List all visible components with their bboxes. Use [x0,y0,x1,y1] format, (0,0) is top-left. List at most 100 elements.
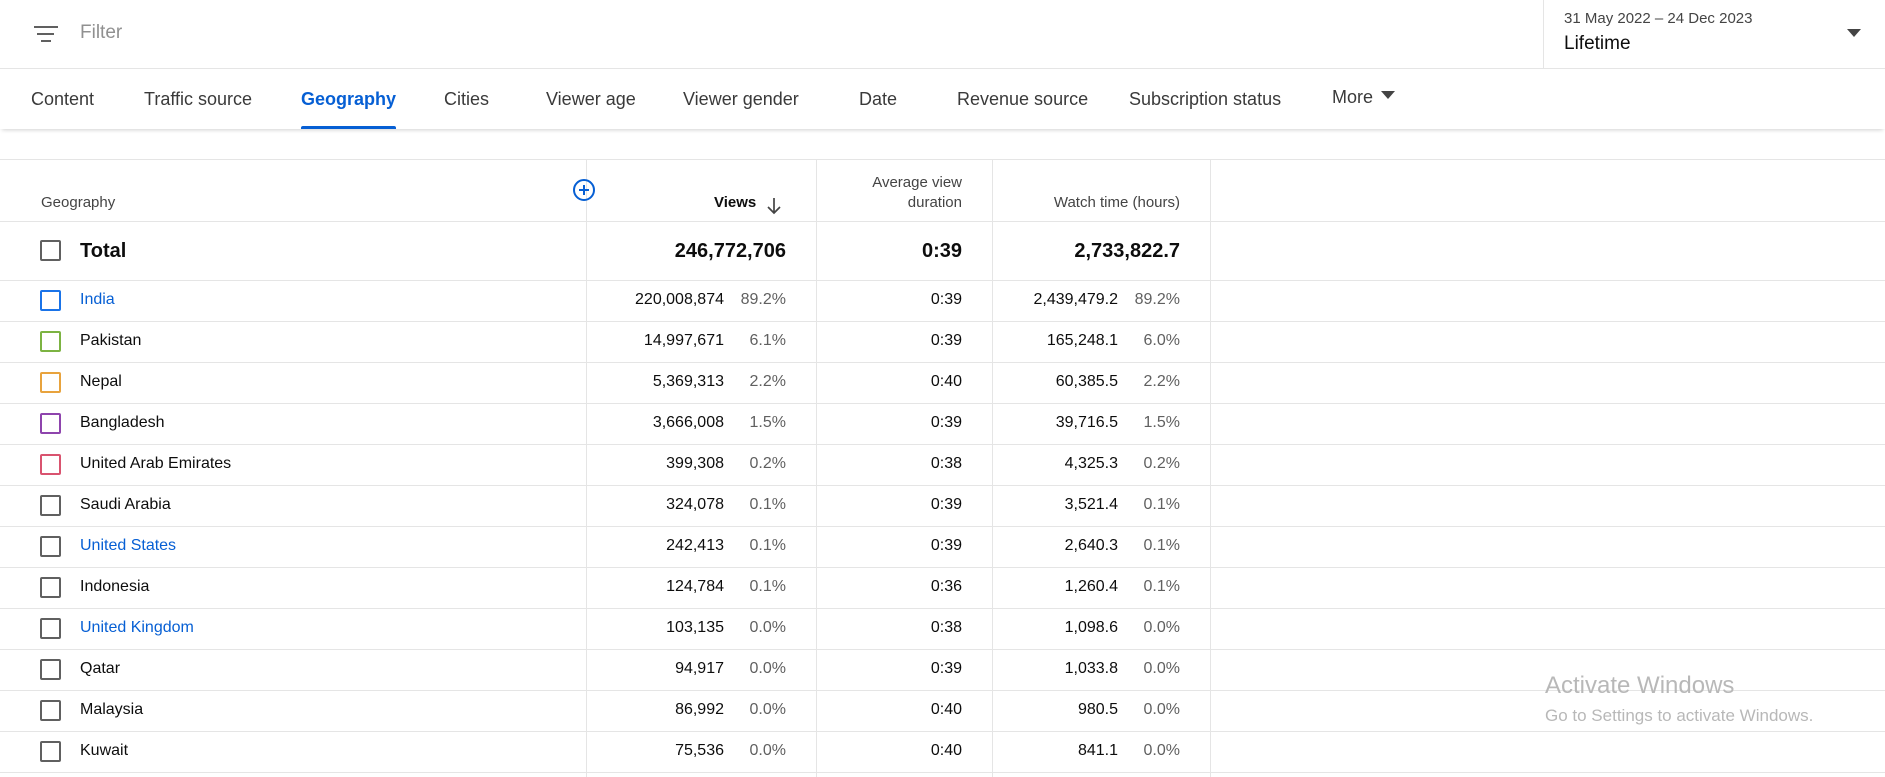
watch-time-percent: 0.1% [1143,496,1180,513]
views-percent: 0.0% [749,701,786,718]
geography-table: Geography Views Average view duration Wa… [0,159,1885,773]
watch-time-percent: 0.2% [1143,455,1180,472]
column-divider [1210,159,1211,777]
views-value: 124,784 [666,578,724,595]
header-views[interactable]: Views [714,194,757,211]
country-name: Malaysia [80,701,144,718]
header-avd-line2: duration [907,194,962,211]
tab-traffic-source[interactable]: Traffic source [144,89,253,109]
views-value: 5,369,313 [652,373,724,390]
table-body: India 220,008,874 89.2% 0:39 2,439,479.2 89.2… [0,281,1885,773]
views-value: 3,666,008 [652,414,724,431]
watch-time-percent: 2.2% [1143,373,1180,390]
country-name[interactable]: India [80,291,115,308]
watch-time-value: 60,385.5 [1055,373,1118,390]
views-percent: 89.2% [740,291,786,308]
avd-value: 0:39 [930,496,962,513]
tab-revenue-source[interactable]: Revenue source [957,89,1089,109]
views-value: 75,536 [675,742,724,759]
views-value: 399,308 [666,455,724,472]
tab-viewer-gender[interactable]: Viewer gender [683,89,799,109]
views-percent: 0.1% [749,537,786,554]
country-name: Nepal [80,373,122,390]
watch-time-value: 165,248.1 [1046,332,1118,349]
sort-arrow-down-icon[interactable] [766,197,782,215]
row-checkbox[interactable] [40,454,61,475]
watch-time-percent: 6.0% [1143,332,1180,349]
row-checkbox[interactable] [40,413,61,434]
date-range-picker[interactable]: 31 May 2022 – 24 Dec 2023 Lifetime [1543,0,1885,69]
watch-time-value: 1,260.4 [1064,578,1118,595]
views-percent: 0.1% [749,496,786,513]
row-checkbox[interactable] [40,700,61,721]
column-divider [586,159,587,777]
avd-value: 0:36 [930,578,962,595]
row-checkbox[interactable] [40,536,61,557]
country-name: Saudi Arabia [80,496,171,513]
tab-subscription-status[interactable]: Subscription status [1129,89,1282,109]
row-checkbox[interactable] [40,290,61,311]
tab-viewer-age[interactable]: Viewer age [546,89,636,109]
row-checkbox[interactable] [40,659,61,680]
views-percent: 1.5% [749,414,786,431]
watch-time-percent: 1.5% [1143,414,1180,431]
country-name[interactable]: United States [80,537,177,554]
avd-value: 0:39 [930,414,962,431]
header-average-view-duration[interactable]: Average view duration [872,174,962,211]
table-row: Malaysia 86,992 0.0% 0:40 980.5 0.0% [0,691,1885,732]
tab-date[interactable]: Date [859,89,898,109]
row-checkbox[interactable] [40,495,61,516]
table-row: Qatar 94,917 0.0% 0:39 1,033.8 0.0% [0,650,1885,691]
country-name: Pakistan [80,332,142,349]
row-checkbox[interactable] [40,331,61,352]
row-checkbox[interactable] [40,372,61,393]
country-name[interactable]: United Kingdom [80,619,194,636]
country-name: Bangladesh [80,414,165,431]
tab-more-label: More [1332,87,1374,107]
caret-down-icon [1381,91,1396,100]
date-range-text: 31 May 2022 – 24 Dec 2023 [1564,10,1753,27]
views-percent: 0.1% [749,578,786,595]
table-row: United States 242,413 0.1% 0:39 2,640.3 0.1% [0,527,1885,568]
row-checkbox[interactable] [40,741,61,762]
tab-cities[interactable]: Cities [444,89,490,109]
views-value: 103,135 [666,619,724,636]
header-avd-line1: Average view [872,174,962,191]
add-metric-icon[interactable] [573,179,595,201]
table-row: India 220,008,874 89.2% 0:39 2,439,479.2 89.2… [0,281,1885,322]
watch-time-value: 4,325.3 [1064,455,1118,472]
chevron-down-icon [1847,29,1861,37]
tab-content[interactable]: Content [31,89,95,109]
header-geography[interactable]: Geography [41,194,116,211]
views-percent: 0.0% [749,742,786,759]
row-checkbox[interactable] [40,618,61,639]
watch-time-percent: 0.0% [1143,742,1180,759]
watch-time-value: 3,521.4 [1064,496,1118,513]
avd-value: 0:39 [930,537,962,554]
country-name: Qatar [80,660,121,677]
row-checkbox[interactable] [40,577,61,598]
table-header: Geography Views Average view duration Wa… [0,159,1885,222]
filter-input[interactable]: Filter [80,22,123,43]
watch-time-value: 1,098.6 [1064,619,1118,636]
views-value: 94,917 [675,660,724,677]
watch-time-value: 841.1 [1077,742,1118,759]
views-percent: 2.2% [749,373,786,390]
tab-more[interactable]: More [1332,67,1396,127]
table-row: Bangladesh 3,666,008 1.5% 0:39 39,716.5 1.5% [0,404,1885,445]
watch-time-percent: 0.1% [1143,537,1180,554]
avd-value: 0:40 [930,701,962,718]
tab-geography[interactable]: Geography [301,69,397,129]
views-percent: 6.1% [749,332,786,349]
avd-value: 0:39 [930,660,962,677]
watch-time-value: 39,716.5 [1055,414,1118,431]
avd-value: 0:39 [930,291,962,308]
total-checkbox[interactable] [40,240,61,261]
avd-value: 0:38 [930,455,962,472]
header-watch-time[interactable]: Watch time (hours) [1053,194,1180,211]
views-percent: 0.0% [749,619,786,636]
activate-windows-title: Activate Windows [1545,672,1735,699]
country-name: United Arab Emirates [80,455,232,472]
column-divider [816,159,817,777]
filter-icon[interactable] [34,24,58,44]
